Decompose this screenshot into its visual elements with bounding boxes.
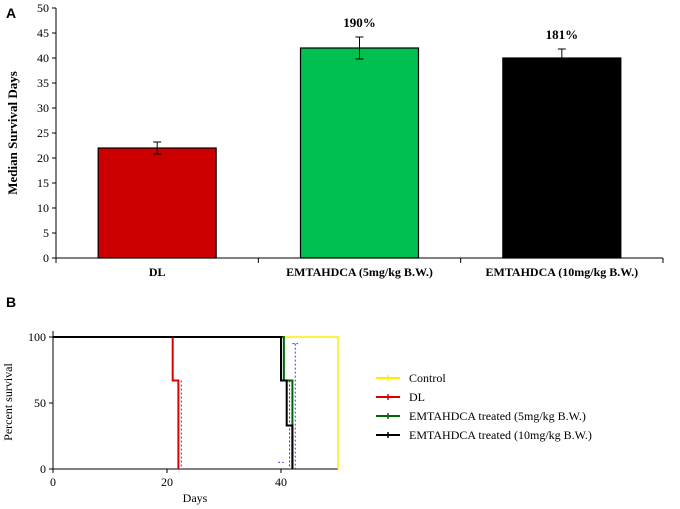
bar-y-tick-label: 10 (37, 201, 49, 215)
legend-entry-label: EMTAHDCA treated (5mg/kg B.W.) (409, 409, 586, 423)
legend-entry-label: Control (409, 371, 446, 385)
bar-y-tick-label: 20 (37, 151, 49, 165)
bar-y-tick-label: 15 (37, 176, 49, 190)
panel-b-letter: B (6, 294, 16, 310)
bar-y-tick-label: 35 (37, 76, 49, 90)
survival-x-tick-label: 40 (275, 475, 287, 489)
legend-entry-label: DL (409, 390, 425, 404)
survival-y-tick-label: 100 (28, 330, 46, 344)
bar-y-tick-label: 50 (37, 1, 49, 15)
bar-category-label: DL (149, 265, 166, 279)
bar-category-label: EMTAHDCA (5mg/kg B.W.) (286, 265, 433, 279)
panel-a-letter: A (6, 5, 16, 21)
survival-series-line (53, 336, 294, 469)
legend-entry-label: EMTAHDCA treated (10mg/kg B.W.) (409, 428, 592, 442)
bar-data-label: 181% (546, 27, 579, 42)
bar-y-tick-label: 30 (37, 101, 49, 115)
survival-x-tick-label: 0 (50, 475, 56, 489)
bar-category-label: EMTAHDCA (10mg/kg B.W.) (485, 265, 638, 279)
survival-legend: Control DL EMTAHDCA treated (5mg/kg B.W.) E… (376, 371, 592, 442)
bar-y-tick-label: 5 (43, 226, 49, 240)
survival-chart: 0 50 100 0 20 40 (28, 330, 339, 489)
survival-y-tick-label: 0 (40, 462, 46, 476)
bar-data-label: 190% (343, 15, 376, 30)
bar-y-tick-label: 0 (43, 251, 49, 265)
bar (299, 47, 420, 259)
bar (502, 57, 622, 259)
bar-y-axis-label: Median Survival Days (5, 71, 20, 195)
survival-x-tick-label: 20 (161, 475, 173, 489)
bar-y-tick-label: 45 (37, 26, 49, 40)
survival-y-tick-label: 50 (34, 396, 46, 410)
bar-y-tick-label: 40 (37, 51, 49, 65)
bar-y-tick-label: 25 (37, 126, 49, 140)
survival-x-axis-label: Days (183, 491, 208, 505)
bar-chart: 0 5 10 15 20 25 30 35 40 45 50 DL EMTAHDCA (5mg/kg B… (37, 1, 664, 279)
bar (97, 147, 217, 259)
survival-y-axis-label: Percent survival (1, 363, 15, 441)
survival-series-line (53, 336, 180, 469)
